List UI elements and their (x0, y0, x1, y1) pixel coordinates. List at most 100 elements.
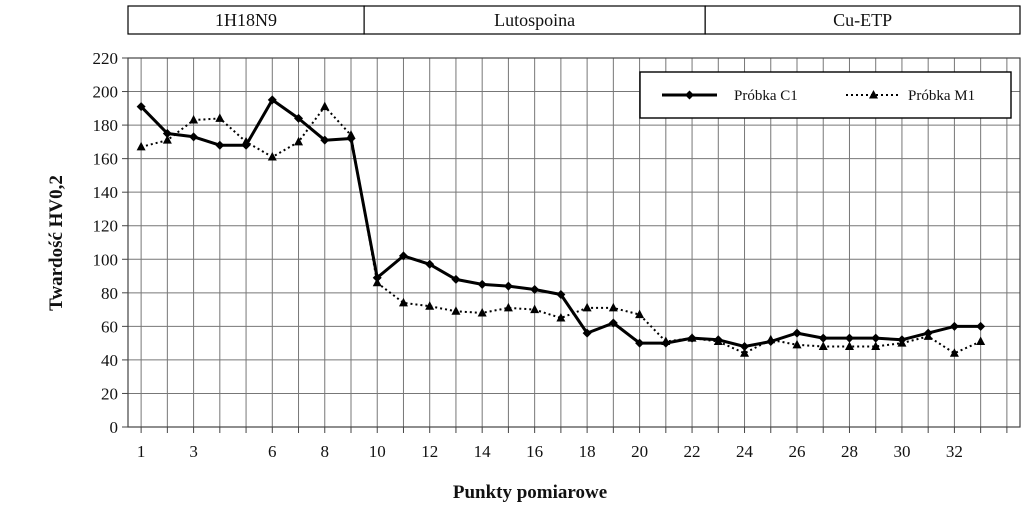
y-tick-label: 220 (93, 49, 119, 68)
series-2-point (477, 307, 487, 317)
series-2-point (687, 333, 697, 342)
x-tick-label: 18 (579, 442, 596, 461)
x-tick-label: 20 (631, 442, 648, 461)
series-1-point (215, 140, 225, 150)
x-tick-label: 8 (321, 442, 330, 461)
segment-box-2 (704, 5, 1021, 35)
legend-box (639, 71, 1012, 119)
y-tick-label: 60 (101, 317, 118, 336)
y-tick-label: 160 (93, 150, 119, 169)
legend-label-c1: Próbka C1 (734, 88, 798, 104)
x-tick-label: 6 (268, 442, 277, 461)
series-2-point (372, 277, 382, 287)
x-tick-label: 16 (526, 442, 543, 461)
series-1-point (503, 281, 513, 291)
series-1-point (451, 274, 461, 284)
legend-marker-m1 (869, 90, 878, 99)
segment-label-0: 1H18N9 (215, 10, 277, 30)
y-tick-label: 20 (101, 384, 118, 403)
segment-box-1 (363, 5, 706, 35)
y-tick-label: 120 (93, 217, 119, 236)
x-tick-label: 10 (369, 442, 386, 461)
series-1-point (320, 135, 330, 145)
series-2-point (923, 331, 933, 340)
series-2-point (162, 135, 172, 144)
x-tick-label: 22 (684, 442, 701, 461)
series-2-point (608, 302, 618, 312)
series-1-point (530, 284, 540, 294)
y-tick-label: 140 (93, 183, 119, 202)
series-2-point (346, 130, 356, 139)
x-axis-ticks: 1 3 6 8 10 12 14 16 18 20 22 24 26 28 30 32 (137, 427, 1008, 461)
series-2-point (818, 341, 828, 350)
series-1-point (582, 328, 592, 338)
y-tick-label: 40 (101, 351, 118, 370)
series-2-point (189, 115, 199, 124)
x-axis-title: Punkty pomiarowe (453, 482, 607, 503)
segment-box-0 (127, 5, 365, 35)
series-1-point (267, 95, 277, 105)
series-1-point (871, 333, 881, 343)
series-2-point (949, 348, 959, 357)
series-layer (136, 95, 986, 357)
series-2-point (530, 304, 540, 314)
series-1-point (294, 113, 304, 123)
x-tick-label: 32 (946, 442, 963, 461)
y-axis-title: Twardość HV0,2 (46, 175, 67, 311)
series-1-point (818, 333, 828, 343)
series-1-point (740, 341, 750, 351)
y-tick-label: 200 (93, 83, 119, 102)
series-2-point (897, 338, 907, 347)
series-1-point (844, 333, 854, 343)
series-2-point (215, 113, 225, 122)
segment-label-2: Cu-ETP (833, 10, 892, 30)
x-tick-label: 14 (474, 442, 492, 461)
plot-area-frame (127, 57, 1021, 428)
y-axis-ticks: 0 20 40 60 80 100 120 140 160 180 200 220 (93, 49, 128, 437)
series-1-point (608, 318, 618, 328)
series-2-point (766, 334, 776, 344)
series-1-point (136, 102, 146, 112)
series-2-point (740, 348, 750, 357)
series-2-point (976, 336, 986, 345)
series-1-point (477, 279, 487, 289)
x-tick-label: 30 (893, 442, 910, 461)
legend: Próbka C1 Próbka M1 (639, 71, 1012, 119)
x-tick-label: 3 (189, 442, 198, 461)
series-2-point (661, 336, 671, 345)
y-tick-label: 0 (110, 418, 119, 437)
legend-marker-c1 (685, 90, 694, 100)
series-1-point (398, 251, 408, 261)
series-1-point (556, 289, 566, 299)
series-1-point (372, 273, 382, 283)
y-tick-label: 180 (93, 116, 119, 135)
series-2-point (267, 151, 277, 161)
y-tick-label: 80 (101, 284, 118, 303)
series-2-point (398, 297, 408, 307)
series-2-point (713, 336, 723, 345)
x-tick-label: 1 (137, 442, 146, 461)
x-tick-label: 26 (789, 442, 806, 461)
legend-label-m1: Próbka M1 (908, 88, 975, 104)
series-2-point (241, 136, 251, 146)
x-tick-label: 24 (736, 442, 754, 461)
series-2-point (792, 339, 802, 349)
series-2-point (320, 101, 330, 111)
series-2-point (556, 312, 566, 322)
series-1-point (189, 132, 199, 142)
series-2-point (871, 341, 881, 350)
series-2-point (136, 141, 146, 151)
series-2-point (425, 301, 435, 310)
series-2-point (844, 341, 854, 350)
series-2-point (294, 136, 304, 146)
series-1-point (635, 338, 645, 348)
x-tick-label: 28 (841, 442, 858, 461)
series-1-point (949, 321, 959, 331)
series-1-point (425, 259, 435, 269)
series-1-point (162, 128, 172, 138)
x-tick-label: 12 (421, 442, 438, 461)
material-segments: 1H18N9 Lutospoina Cu-ETP (127, 5, 1021, 35)
segment-label-1: Lutospoina (494, 10, 575, 30)
